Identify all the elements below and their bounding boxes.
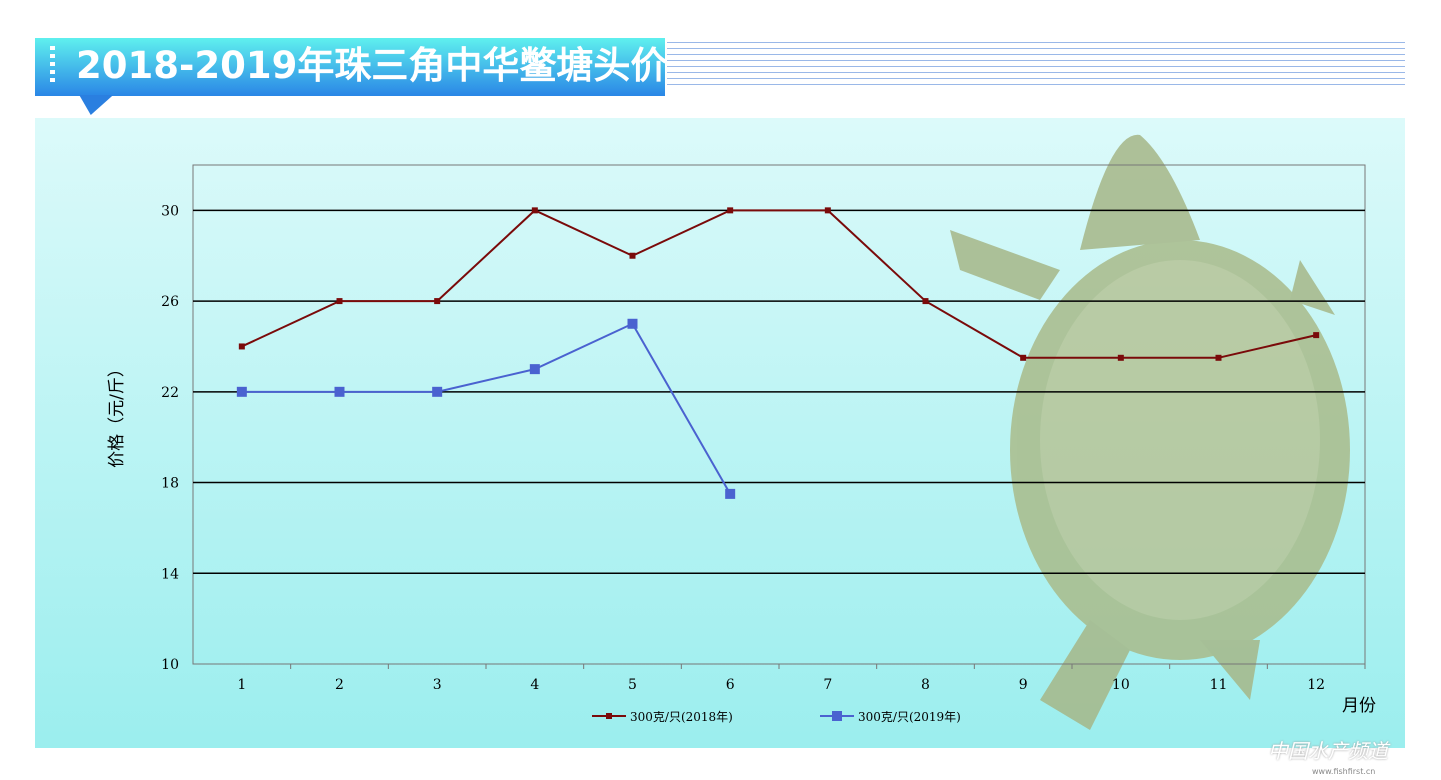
chart-title: 2018-2019年珠三角中华鳖塘头价 (76, 44, 668, 87)
x-tick-label: 11 (1210, 677, 1228, 693)
x-tick-label: 4 (530, 677, 539, 693)
data-point (1020, 354, 1027, 361)
data-point (334, 386, 345, 397)
data-point (236, 386, 247, 397)
x-tick-label: 5 (628, 677, 637, 693)
data-point (238, 343, 245, 350)
y-axis-label: 价格（元/斤） (107, 360, 127, 468)
x-tick-label: 7 (823, 677, 832, 693)
legend-marker (832, 711, 842, 721)
data-point (432, 386, 443, 397)
data-point (1313, 332, 1320, 339)
x-tick-label: 1 (237, 677, 246, 693)
legend-label: 300克/只(2018年) (630, 710, 733, 724)
watermark-logo: 中国水产频道 (1268, 739, 1388, 763)
data-point (336, 298, 343, 305)
legend-label: 300克/只(2019年) (858, 710, 961, 724)
x-tick-label: 6 (726, 677, 735, 693)
data-point (727, 207, 734, 214)
series-line-1 (241, 209, 1317, 359)
legend-marker (606, 713, 612, 719)
x-tick-label: 9 (1019, 677, 1028, 693)
turtle-image (950, 134, 1350, 730)
y-tick-label: 18 (161, 476, 179, 492)
data-point (1117, 354, 1124, 361)
watermark-url: www.fishfirst.cn (1312, 767, 1376, 776)
x-tick-label: 3 (433, 677, 442, 693)
y-tick-label: 26 (161, 294, 179, 310)
data-point (434, 298, 441, 305)
data-point (824, 207, 831, 214)
series-line-2 (241, 322, 732, 495)
data-point (1215, 354, 1222, 361)
x-axis-label: 月份 (1342, 696, 1376, 716)
decorative-stripes (667, 42, 1405, 90)
y-tick-label: 14 (161, 566, 179, 582)
y-tick-label: 22 (161, 385, 179, 401)
data-point (529, 364, 540, 375)
data-point (627, 318, 638, 329)
x-tick-label: 12 (1307, 677, 1325, 693)
banner-dots (50, 46, 55, 86)
title-banner (35, 38, 665, 96)
x-tick-label: 10 (1112, 677, 1130, 693)
y-tick-label: 30 (161, 203, 179, 219)
data-point (922, 298, 929, 305)
data-point (629, 252, 636, 259)
data-point (531, 207, 538, 214)
x-tick-label: 2 (335, 677, 344, 693)
x-tick-label: 8 (921, 677, 930, 693)
data-point (725, 488, 736, 499)
y-tick-label: 10 (161, 657, 179, 673)
